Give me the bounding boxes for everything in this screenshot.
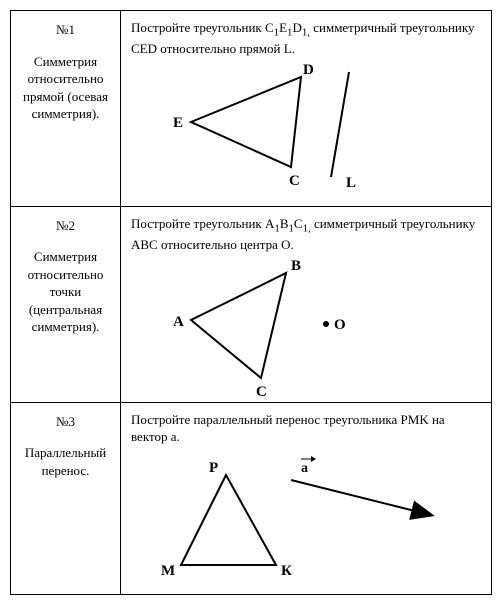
task-right-cell: Постройте треугольник C1E1D1, симметричн… [121,11,491,206]
task-title: Симметрия относительно прямой (осевая си… [23,54,108,122]
svg-text:M: M [161,563,175,579]
task-prompt: Постройте треугольник C1E1D1, симметричн… [131,19,481,58]
task-prompt: Постройте треугольник A1B1C1, симметричн… [131,215,481,254]
task-figure: O A B C [131,258,481,398]
task-number: №3 [17,413,114,431]
task-row: №1 Симметрия относительно прямой (осевая … [11,11,491,207]
task-right-cell: Постройте треугольник A1B1C1, симметричн… [121,207,491,402]
svg-text:C: C [256,384,267,398]
task-prompt: Постройте параллельный перенос треугольн… [131,411,481,446]
svg-text:L: L [346,175,356,191]
task-row: №3 Параллельный перенос. Постройте паралле… [11,403,491,594]
svg-text:O: O [334,317,346,333]
task-left-cell: №3 Параллельный перенос. [11,403,121,594]
task-figure: L E D C [131,62,481,202]
task-number: №2 [17,217,114,235]
task-left-cell: №2 Симметрия относительно точки (централь… [11,207,121,402]
task-right-cell: Постройте параллельный перенос треугольн… [121,403,491,594]
svg-text:E: E [173,115,183,131]
task-number: №1 [17,21,114,39]
svg-text:C: C [289,173,300,189]
task-row: №2 Симметрия относительно точки (централь… [11,207,491,403]
svg-text:P: P [209,460,218,476]
svg-text:D: D [303,62,314,78]
task-title: Параллельный перенос. [25,445,106,478]
svg-text:К: К [281,563,292,579]
svg-text:A: A [173,314,184,330]
worksheet-table: №1 Симметрия относительно прямой (осевая … [10,10,492,595]
task-left-cell: №1 Симметрия относительно прямой (осевая … [11,11,121,206]
svg-text:a: a [301,461,308,476]
svg-text:B: B [291,258,301,274]
task-title: Симметрия относительно точки (центральна… [28,249,104,334]
task-figure: a P M К [131,450,481,590]
